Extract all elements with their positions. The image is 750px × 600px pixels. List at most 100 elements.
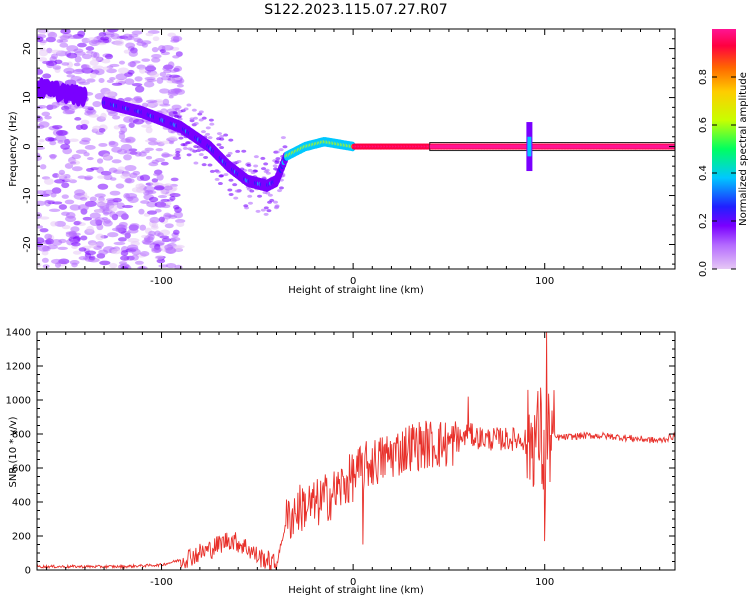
spectrogram-cell — [123, 49, 130, 54]
spectrogram-cell — [203, 155, 209, 159]
spectrogram-cell — [257, 194, 263, 198]
spectrogram-cell — [58, 204, 68, 210]
spectrogram-cell — [64, 177, 73, 182]
spectrogram-cell — [228, 138, 234, 142]
spectrogram-cell — [125, 136, 136, 143]
spectrogram-cell — [253, 164, 259, 168]
spectrogram-cell — [127, 196, 139, 203]
spectrogram-cell — [227, 151, 233, 155]
spectrogram-cell — [264, 168, 270, 172]
y-tick-label: -10 — [22, 187, 33, 203]
spectrogram-cell — [122, 205, 134, 209]
spectrogram-cell — [37, 142, 42, 146]
spectrogram-cell — [87, 157, 94, 161]
spectrogram-cell — [52, 124, 63, 130]
spectrogram-cell — [169, 193, 181, 198]
spectrogram-interference — [527, 136, 532, 157]
spectrogram-cell — [39, 216, 50, 220]
spectrogram-cell — [42, 73, 52, 79]
spectrogram-cell — [108, 204, 118, 212]
spectrogram-cell — [111, 159, 122, 164]
spectrogram-cell — [167, 32, 176, 38]
spectrogram-cell — [37, 146, 46, 150]
spectrogram-cell — [154, 208, 162, 213]
spectrogram-cell — [109, 177, 117, 181]
spectrogram-cell — [117, 67, 129, 74]
spectrogram-cell — [93, 68, 105, 76]
spectrogram-cell — [102, 153, 111, 160]
spectrogram-cell — [216, 132, 222, 136]
spectrogram-cell — [146, 210, 158, 215]
spectrogram-cell — [228, 192, 234, 196]
spectrogram-cell — [64, 199, 75, 205]
spectrogram-cell — [94, 193, 106, 198]
spectrogram-cell — [178, 136, 184, 140]
spectrogram-cell — [89, 72, 97, 79]
spectrogram-cell — [154, 185, 165, 191]
spectrogram-cell — [241, 149, 247, 153]
spectrogram-cell — [198, 153, 204, 157]
spectrogram-cell — [86, 108, 97, 116]
spectrogram-cell — [95, 208, 104, 213]
spectrogram-cell — [182, 146, 188, 150]
spectrogram-cell — [169, 69, 178, 73]
spectrogram-cell — [106, 68, 117, 74]
spectrogram-cell — [69, 161, 77, 165]
spectrogram-cell — [86, 167, 94, 172]
y-tick-label: 1400 — [6, 328, 31, 339]
spectrogram-cell — [250, 171, 256, 175]
spectrogram-cell — [74, 220, 82, 225]
spectrogram-cell — [85, 46, 95, 51]
spectrogram-cell — [37, 200, 46, 206]
spectrogram-cell — [170, 177, 179, 182]
spectrogram-cell — [50, 221, 58, 227]
snr-y-ticks: 0 200 400 600 800 1000 1200 1400 — [6, 328, 675, 577]
spectrogram-cell — [107, 232, 119, 238]
spectrogram-cell — [118, 261, 127, 265]
spectrogram-cell — [37, 262, 42, 267]
y-tick-label: 1200 — [6, 362, 31, 373]
spectrogram-cell — [38, 29, 46, 36]
y-tick-label: 400 — [12, 498, 31, 509]
spectrogram-cell — [71, 166, 83, 172]
spectrogram-cell — [129, 172, 138, 179]
spectrogram-cell — [111, 227, 123, 232]
spectrogram-cell — [55, 134, 67, 142]
spectrogram-cell — [185, 141, 191, 145]
spectrogram-frame — [36, 28, 676, 270]
spectrogram-cell — [134, 76, 143, 82]
colorbar-tick-label: 0.8 — [698, 69, 709, 85]
spectrogram-cell — [247, 201, 253, 205]
spectrogram-cell — [196, 149, 202, 153]
spectrogram-cell — [140, 200, 150, 204]
spectrogram-cell — [115, 210, 127, 217]
spectrogram-cell — [92, 100, 102, 108]
spectrogram-cell — [95, 233, 105, 241]
spectrogram-cell — [80, 235, 88, 241]
spectrogram-cell — [201, 163, 207, 167]
spectrogram-cell — [52, 65, 62, 70]
spectrogram-cell — [131, 83, 143, 87]
spectrogram-cell — [148, 196, 159, 203]
spectrogram-cell — [209, 169, 215, 173]
spectrogram-cell — [58, 169, 66, 176]
spectrogram-cell — [159, 71, 167, 77]
spectrogram-cell — [164, 214, 175, 218]
spectrogram-cell — [71, 241, 81, 247]
spectrogram-cell — [115, 183, 125, 189]
spectrogram-cell — [164, 223, 174, 229]
spectrogram-cell — [96, 166, 104, 174]
spectrogram-cell — [50, 258, 63, 265]
spectrogram-cell — [141, 239, 152, 245]
spectrogram-cell — [104, 90, 116, 98]
spectrogram-cell — [147, 137, 158, 142]
spectrogram-cell — [39, 228, 49, 233]
spectrogram-cell — [103, 218, 111, 224]
spectrogram-cell — [64, 138, 71, 145]
spectrogram-cell — [61, 211, 70, 216]
spectrogram-cell — [70, 226, 80, 233]
spectrogram-cell — [118, 60, 126, 65]
spectrogram-cell — [176, 221, 185, 227]
spectrogram-cell — [161, 237, 171, 243]
